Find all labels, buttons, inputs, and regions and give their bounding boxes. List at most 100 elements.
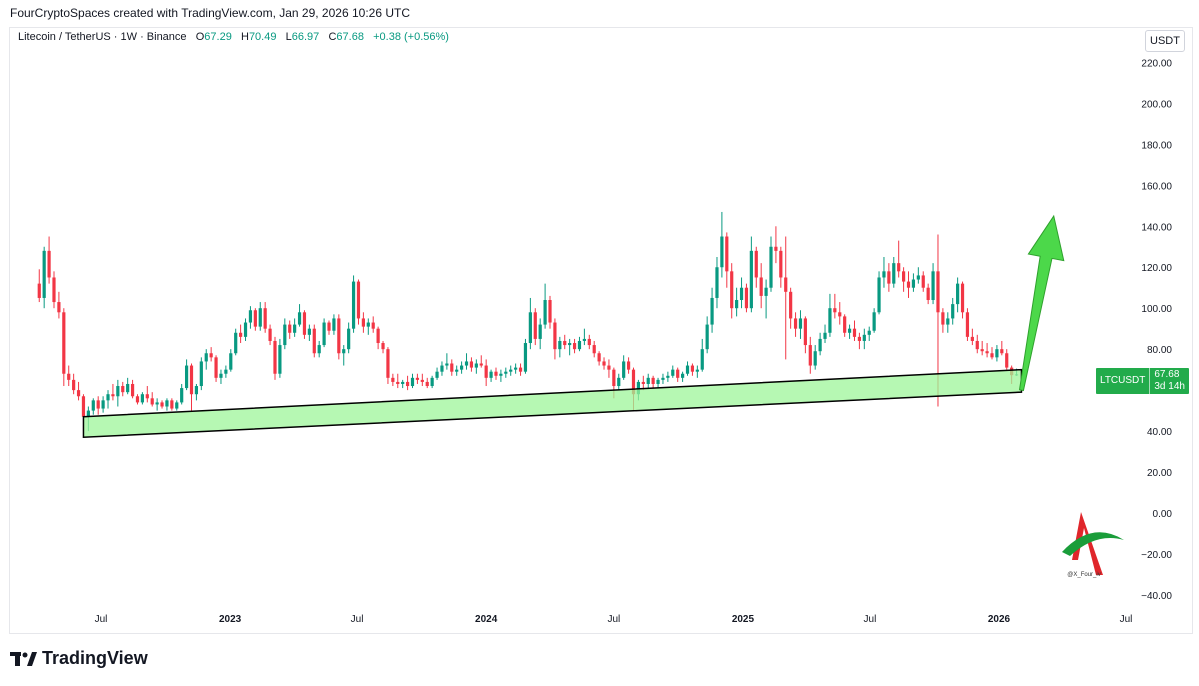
candle-body [779,250,783,278]
candle-body [744,287,749,309]
candle-body [405,381,410,387]
candle-body [543,300,547,325]
legend-high-value: 70.49 [248,31,277,43]
candle-body [410,377,415,387]
candle [312,324,316,358]
candle-body [572,343,577,350]
candle [828,293,832,337]
candle-body [690,365,695,372]
candle [754,246,758,288]
candle [234,328,238,356]
candle [990,347,994,360]
candle [366,318,370,335]
candle [430,375,434,389]
price-tag-countdown: 3d 14h [1154,381,1185,392]
candle-body [307,328,311,335]
candle-body [523,343,528,372]
price-tick-label: 220.00 [1141,58,1172,69]
candle-body [646,377,650,384]
candle [381,340,385,354]
candle-body [960,283,965,313]
candle-body [597,353,601,362]
candle-body [617,377,621,387]
candle [317,340,321,358]
candle [440,361,444,376]
candle-body [214,357,218,378]
candle [779,246,783,288]
candle [798,310,803,339]
candle-body [219,373,223,378]
candle [273,336,277,380]
candle [769,236,773,292]
candle [150,392,154,407]
tradingview-brand[interactable]: TradingView [10,648,148,669]
candle-body [612,369,616,387]
candle [67,365,71,387]
candle [170,398,174,411]
price-tick-label: 20.00 [1147,468,1172,479]
candle-body [175,402,179,409]
candle [96,396,100,415]
legend-low-value: 66.97 [291,31,320,43]
candle-body [882,271,886,278]
candle [690,363,695,376]
candle-body [828,308,832,333]
candle [911,273,916,292]
candle-body [347,328,351,350]
candle [484,359,488,387]
candle [62,308,66,387]
candle [774,226,778,264]
support-zone [82,368,1023,439]
candle-body [872,312,876,331]
candle-body [631,369,636,395]
candle-body [484,365,488,378]
candle-body [474,363,478,368]
chart-panel[interactable] [9,27,1193,634]
candle-body [813,351,817,366]
candle-body [464,361,469,366]
candle-body [906,281,911,288]
candle-body [808,345,812,366]
candle-body [499,373,503,376]
candle-body [76,390,81,397]
candle-body [563,340,567,346]
candle-body [651,377,655,384]
candle [72,373,76,395]
brand-name: TradingView [42,648,148,668]
legend-low-label: L [285,31,292,43]
candle [160,400,164,409]
candle-body [494,371,498,376]
candle [180,383,184,405]
candle [921,271,925,292]
candle [872,308,876,333]
legend-open-value: 67.29 [204,31,232,43]
candle-body [386,349,390,378]
candle-body [150,398,154,405]
candle-body [293,324,297,333]
candle-body [420,379,424,382]
candle [415,373,420,384]
candle [685,361,690,376]
candle-body [106,394,110,401]
candle-body [165,400,169,407]
candle-body [180,388,184,403]
candle [568,338,572,356]
candle-body [194,386,199,395]
candle [784,236,788,360]
currency-unit-button[interactable]: USDT [1145,30,1185,52]
candle-body [47,250,51,278]
time-tick-label: 2025 [732,614,755,625]
candle-body [587,338,591,346]
candle [445,353,449,370]
candle-body [622,361,626,378]
candle [219,369,223,384]
candle [838,302,842,325]
candle [337,314,341,360]
candle-body [921,275,925,288]
candle [538,318,542,350]
candle [361,312,365,333]
candle [715,257,719,309]
candle-body [985,351,989,354]
candle-body [288,324,292,333]
